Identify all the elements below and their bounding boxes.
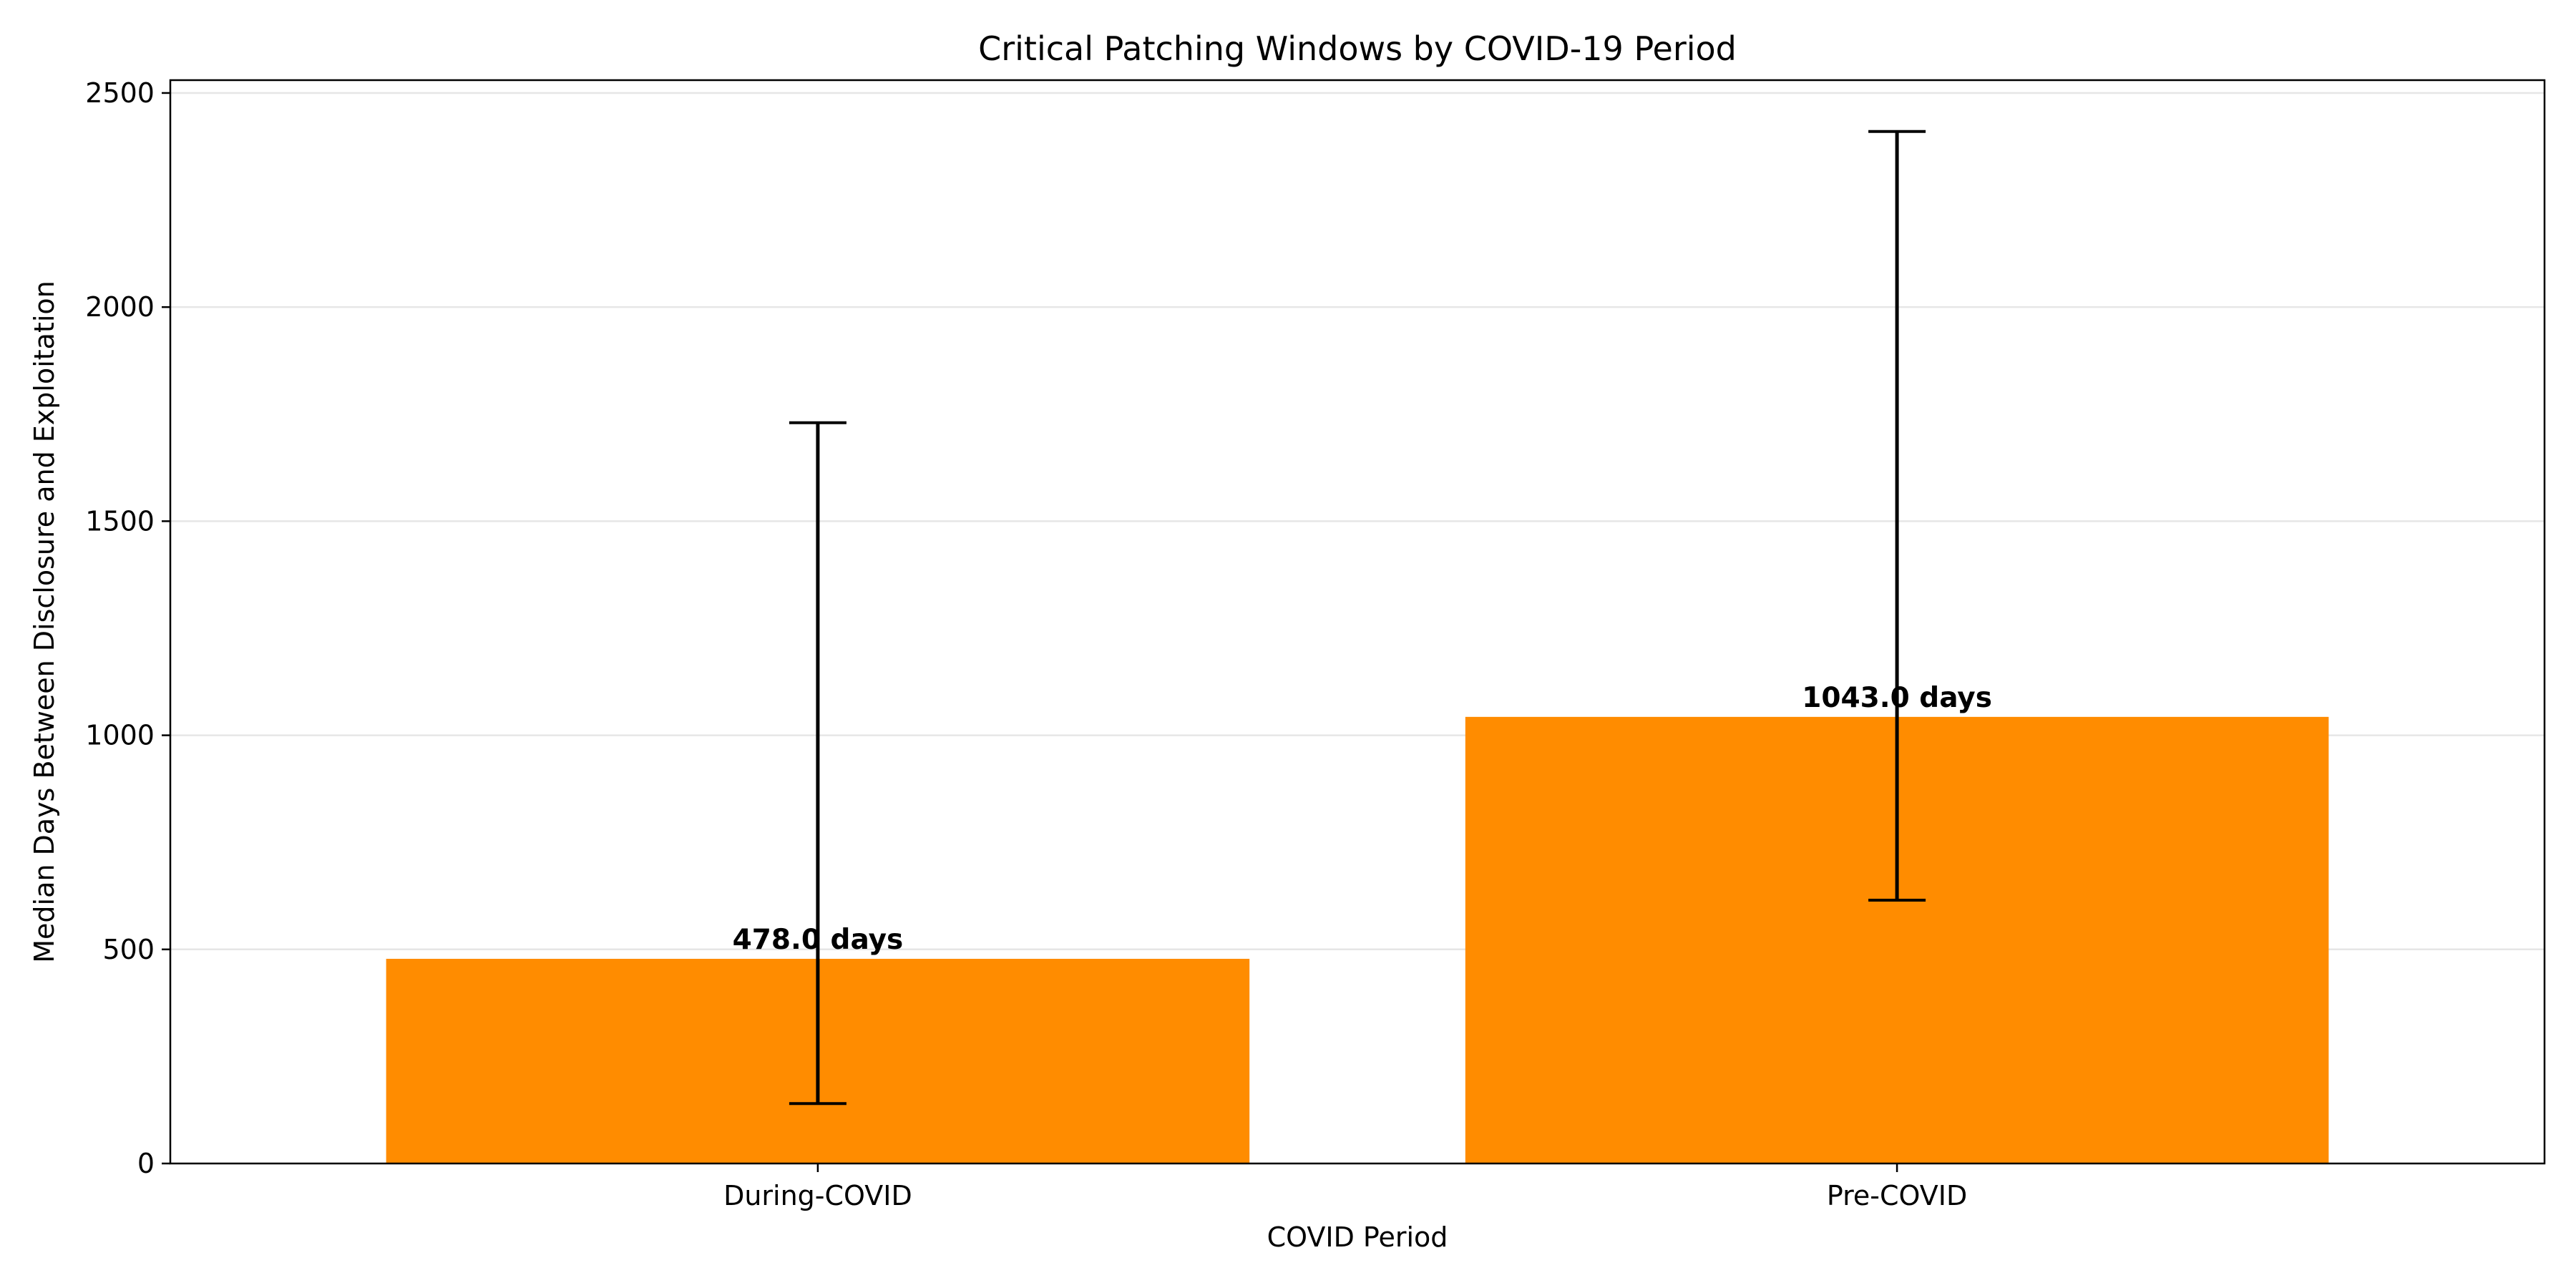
- y-tick-label: 2500: [85, 77, 155, 109]
- y-tick-label: 500: [102, 934, 155, 965]
- plot-frame: [169, 79, 2546, 1165]
- x-axis-ticks: During-COVID Pre-COVID: [723, 1163, 1967, 1211]
- x-tick-label: Pre-COVID: [1827, 1180, 1967, 1211]
- y-tick-label: 1500: [85, 505, 155, 537]
- y-axis-ticks: 0 500 1000 1500 2000 2500: [85, 77, 170, 1179]
- error-bar-layer: [789, 130, 1926, 1106]
- x-axis-label: COVID Period: [1267, 1221, 1448, 1253]
- y-tick-label: 0: [137, 1148, 155, 1179]
- y-tick-label: 1000: [85, 720, 155, 751]
- x-tick-label: During-COVID: [723, 1180, 912, 1211]
- chart-title: Critical Patching Windows by COVID-19 Pe…: [978, 29, 1737, 68]
- data-label: 1043.0 days: [1802, 682, 1992, 714]
- y-tick-label: 2000: [85, 291, 155, 323]
- y-axis-label: Median Days Between Disclosure and Explo…: [29, 280, 60, 963]
- data-label: 478.0 days: [733, 924, 904, 956]
- data-label-layer: 478.0 days 1043.0 days: [733, 682, 1992, 956]
